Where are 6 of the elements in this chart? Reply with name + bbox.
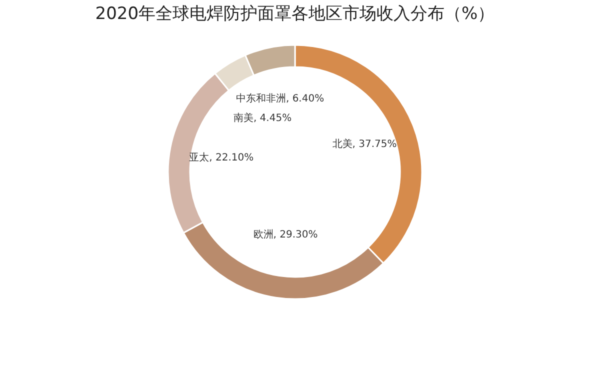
chart-title: 2020年全球电焊防护面罩各地区市场收入分布（%） — [95, 4, 495, 24]
slice-label: 亚太, 22.10% — [189, 151, 254, 164]
slice-label: 南美, 4.45% — [233, 112, 292, 124]
slice-label: 北美, 37.75% — [332, 138, 397, 150]
slice-label: 欧洲, 29.30% — [253, 228, 318, 240]
slice-label: 中东和非洲, 6.40% — [236, 92, 324, 105]
